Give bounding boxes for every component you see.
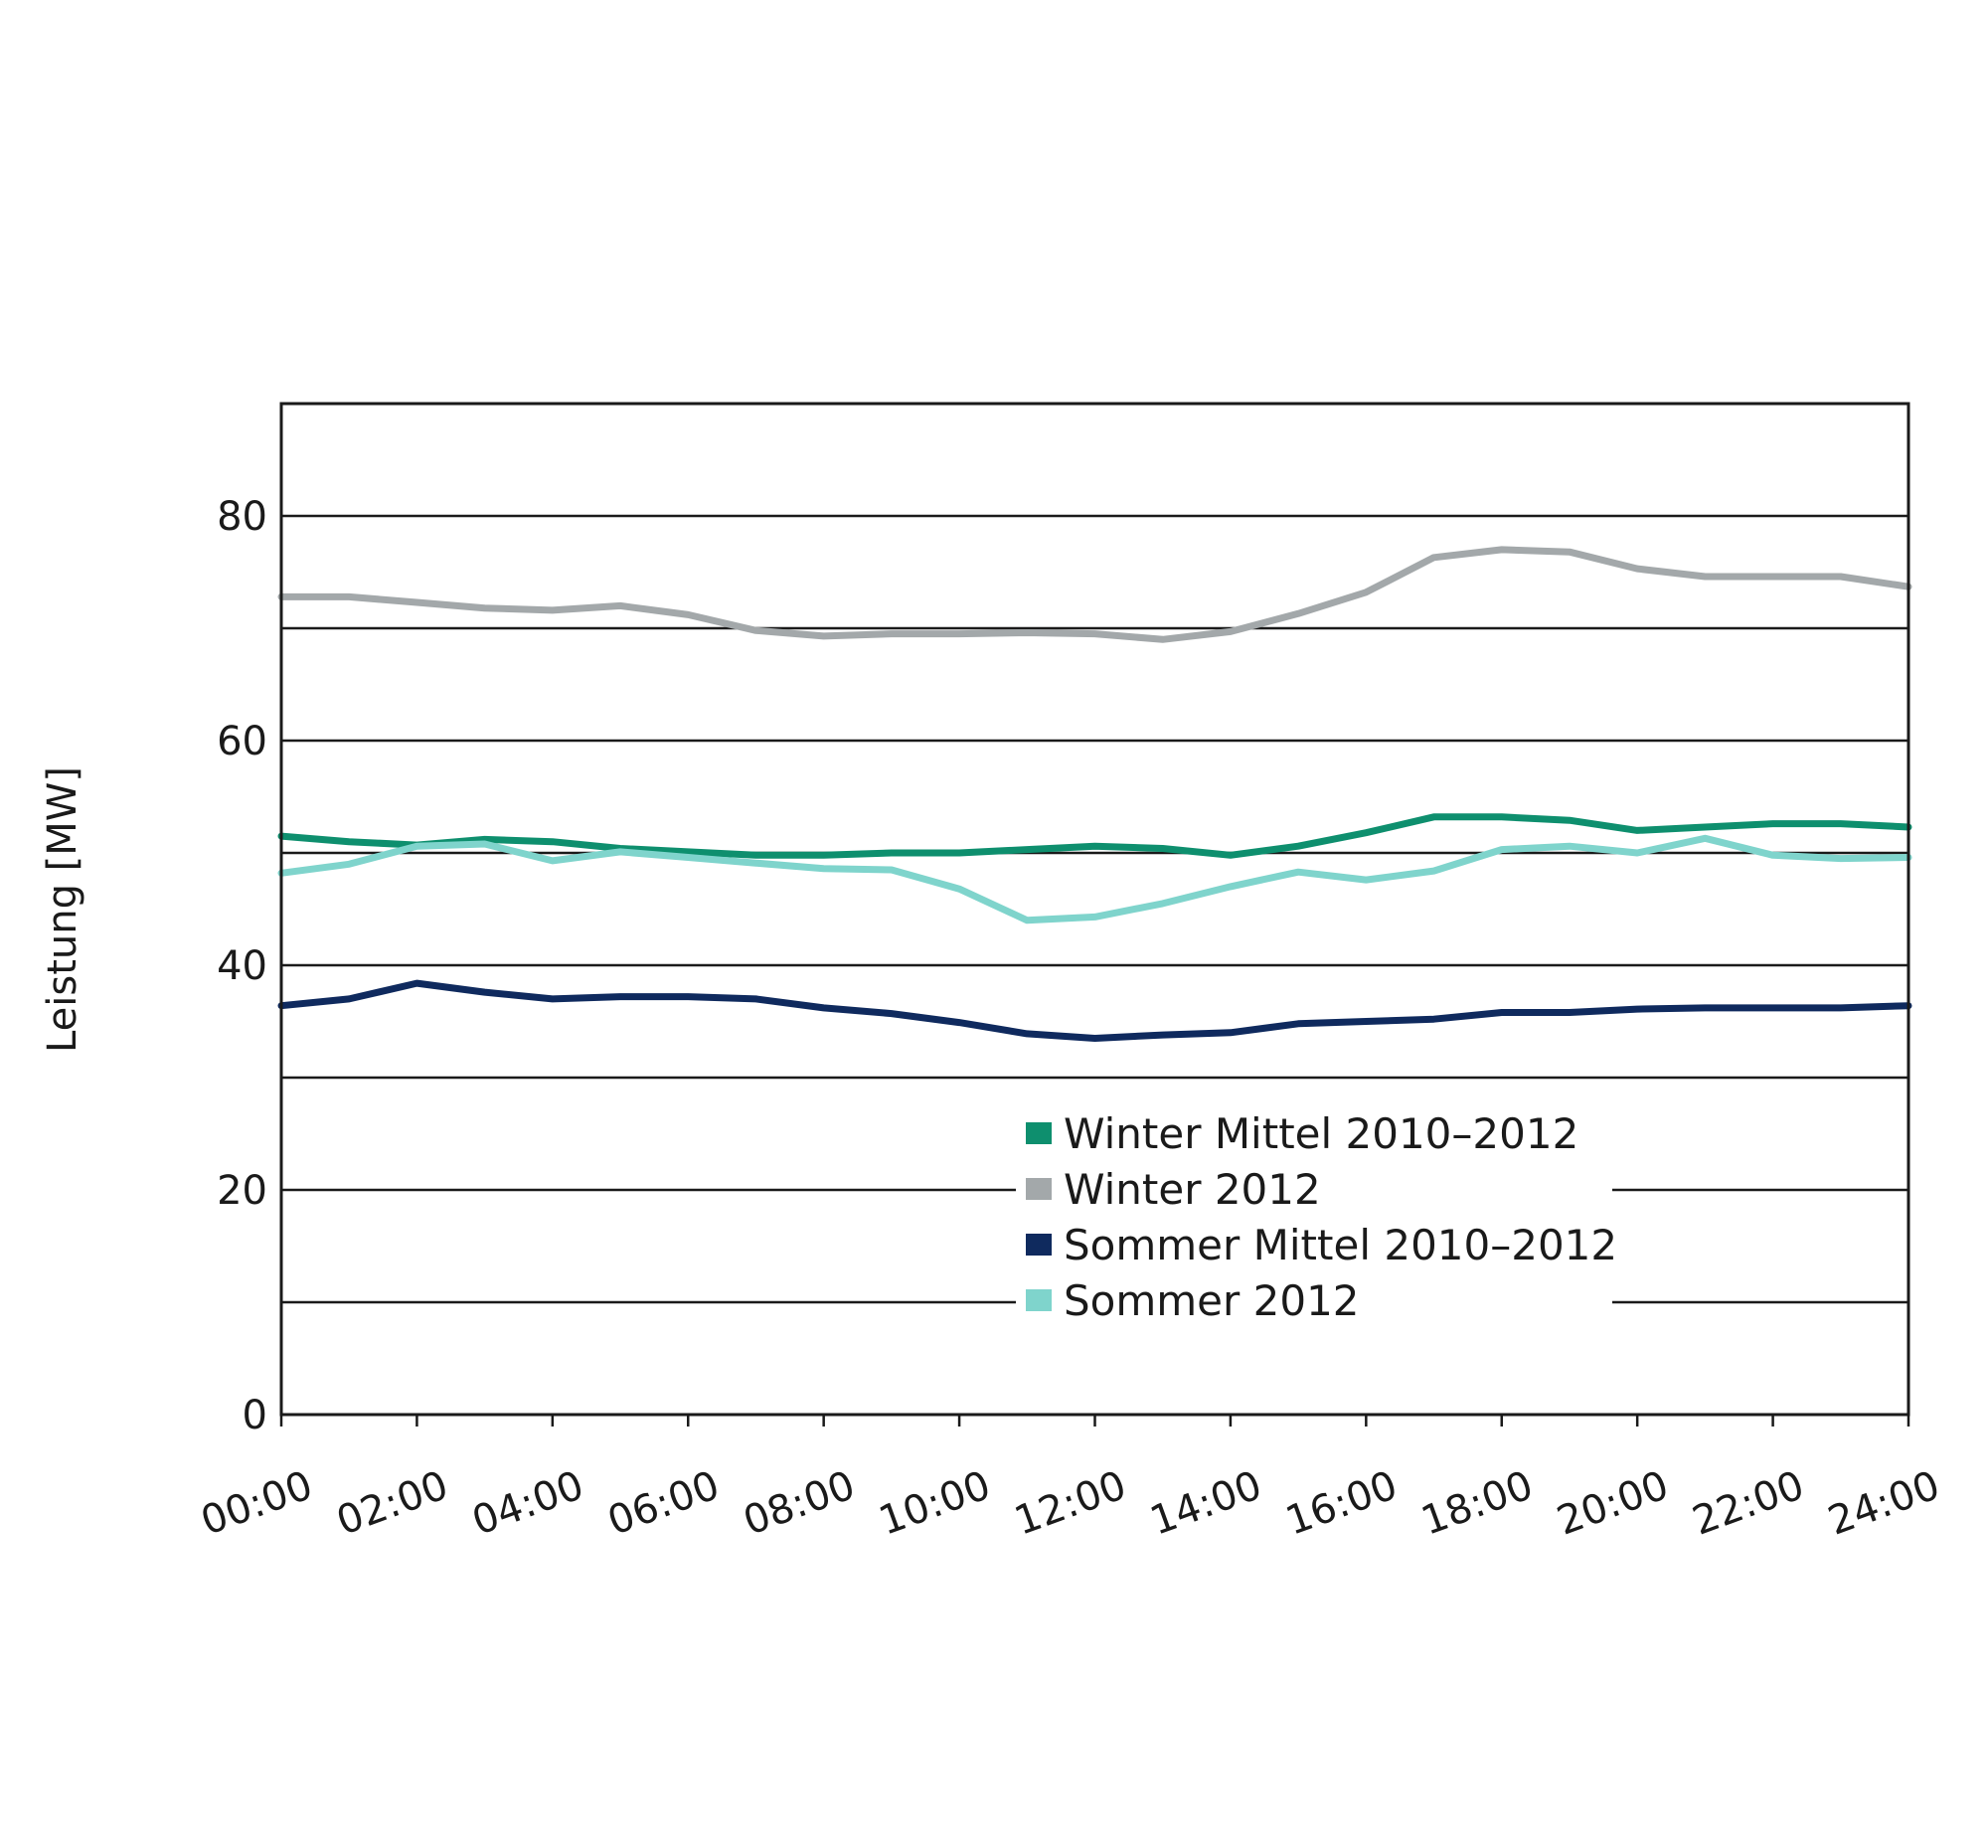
- legend-swatch: [1026, 1178, 1052, 1200]
- x-tick-label: 04:00: [466, 1462, 589, 1545]
- x-tick-label: 02:00: [331, 1462, 454, 1545]
- x-tick-label: 10:00: [873, 1462, 996, 1545]
- series-line: [277, 813, 1912, 859]
- x-tick-label: 16:00: [1280, 1462, 1404, 1545]
- legend-swatch: [1026, 1289, 1052, 1311]
- legend-background: [1016, 1098, 1612, 1322]
- y-axis-title: Leistung [MW]: [40, 766, 85, 1053]
- x-tick-label: 14:00: [1144, 1462, 1267, 1545]
- y-tick-label: 40: [217, 943, 267, 989]
- legend-label: Winter 2012: [1064, 1165, 1321, 1214]
- legend-swatch: [1026, 1234, 1052, 1256]
- legend-label: Winter Mittel 2010–2012: [1064, 1109, 1578, 1158]
- x-tick-label: 12:00: [1009, 1462, 1132, 1545]
- grid-lines: [281, 514, 1908, 1304]
- y-tick-label: 80: [217, 494, 267, 540]
- legend-label: Sommer 2012: [1064, 1276, 1360, 1325]
- x-tick-label: 06:00: [602, 1462, 726, 1545]
- x-tick-label: 18:00: [1415, 1462, 1539, 1545]
- x-tick-label: 24:00: [1822, 1462, 1945, 1545]
- series-line: [277, 979, 1912, 1042]
- series-line: [277, 834, 1912, 924]
- legend-label: Sommer Mittel 2010–2012: [1064, 1221, 1617, 1269]
- series-lines: [277, 546, 1912, 1042]
- x-tick-label: 22:00: [1687, 1462, 1810, 1545]
- y-tick-label: 20: [217, 1168, 267, 1214]
- x-tick-labels: 00:00 02:00 04:00 06:00 08:00 10:00 12:00 14:00…: [195, 1462, 1945, 1545]
- legend: Winter Mittel 2010–2012 Winter 2012 Sommer…: [1016, 1098, 1617, 1325]
- x-tick-label: 20:00: [1552, 1462, 1675, 1545]
- y-tick-labels: 0 20 40 60 80: [217, 494, 267, 1438]
- y-tick-label: 60: [217, 719, 267, 764]
- x-tick-label: 08:00: [738, 1462, 861, 1545]
- x-tick-label: 00:00: [195, 1462, 318, 1545]
- series-line: [277, 546, 1912, 643]
- x-tick-marks: [279, 1415, 1910, 1427]
- y-tick-label: 0: [243, 1393, 267, 1438]
- legend-swatch: [1026, 1122, 1052, 1144]
